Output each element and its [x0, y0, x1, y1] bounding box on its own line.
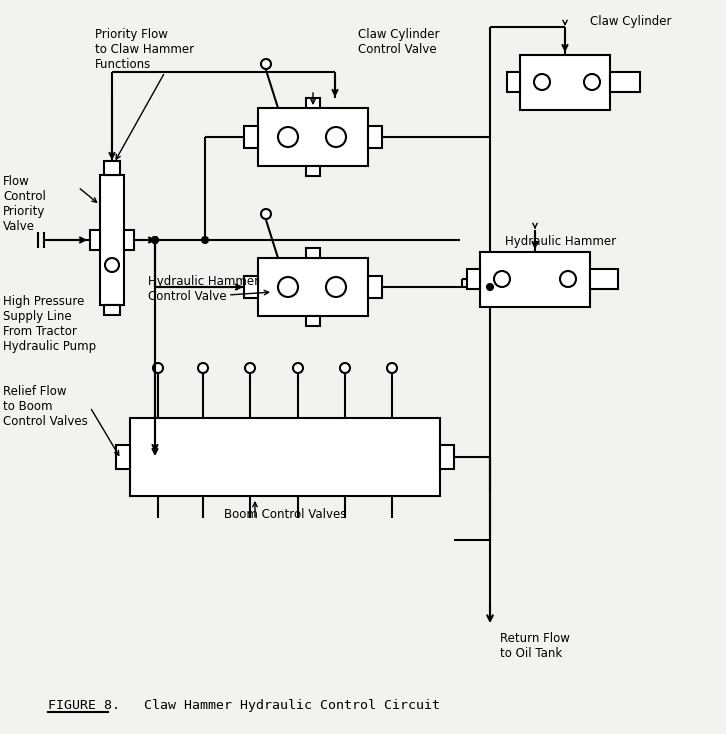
Circle shape — [245, 363, 255, 373]
Text: Hydraulic Hammer: Hydraulic Hammer — [505, 235, 616, 248]
Bar — [507, 72, 520, 92]
Bar — [306, 166, 320, 176]
Bar — [480, 252, 590, 307]
Circle shape — [198, 363, 208, 373]
Text: Relief Flow
to Boom
Control Valves: Relief Flow to Boom Control Valves — [3, 385, 88, 428]
Bar — [610, 72, 640, 92]
Circle shape — [202, 237, 208, 243]
Bar — [130, 418, 440, 496]
Bar — [467, 269, 480, 289]
Bar — [124, 230, 134, 250]
Circle shape — [152, 237, 158, 243]
Circle shape — [326, 127, 346, 147]
Bar — [104, 161, 120, 175]
Circle shape — [584, 74, 600, 90]
Circle shape — [494, 271, 510, 287]
Bar — [368, 276, 382, 298]
Bar — [306, 248, 320, 258]
Bar — [306, 98, 320, 108]
Text: Return Flow
to Oil Tank: Return Flow to Oil Tank — [500, 632, 570, 660]
Text: Boom Control Valves: Boom Control Valves — [224, 508, 346, 521]
Circle shape — [278, 277, 298, 297]
Circle shape — [534, 74, 550, 90]
Circle shape — [326, 277, 346, 297]
Circle shape — [340, 363, 350, 373]
Circle shape — [261, 59, 271, 69]
Circle shape — [153, 363, 163, 373]
Bar — [590, 269, 618, 289]
Bar — [306, 316, 320, 326]
Circle shape — [487, 284, 493, 290]
Circle shape — [105, 258, 119, 272]
Bar — [116, 445, 130, 469]
Bar — [244, 126, 258, 148]
Circle shape — [560, 271, 576, 287]
Text: FIGURE 8.   Claw Hammer Hydraulic Control Circuit: FIGURE 8. Claw Hammer Hydraulic Control … — [48, 700, 440, 713]
Bar — [368, 126, 382, 148]
Text: Flow
Control
Priority
Valve: Flow Control Priority Valve — [3, 175, 46, 233]
Circle shape — [261, 209, 271, 219]
Bar — [90, 230, 100, 250]
Text: Priority Flow
to Claw Hammer
Functions: Priority Flow to Claw Hammer Functions — [95, 28, 194, 71]
Text: High Pressure
Supply Line
From Tractor
Hydraulic Pump: High Pressure Supply Line From Tractor H… — [3, 295, 96, 353]
Circle shape — [278, 127, 298, 147]
Bar — [100, 175, 124, 305]
Text: Hydraulic Hammer
Control Valve: Hydraulic Hammer Control Valve — [148, 275, 259, 303]
Circle shape — [152, 237, 158, 243]
Circle shape — [293, 363, 303, 373]
Text: Claw Cylinder: Claw Cylinder — [590, 15, 672, 28]
Bar — [258, 258, 368, 316]
Text: Claw Cylinder
Control Valve: Claw Cylinder Control Valve — [358, 28, 439, 56]
Bar — [104, 305, 120, 315]
Circle shape — [387, 363, 397, 373]
Bar — [244, 276, 258, 298]
Bar — [520, 55, 610, 110]
Bar — [440, 445, 454, 469]
Bar — [258, 108, 368, 166]
